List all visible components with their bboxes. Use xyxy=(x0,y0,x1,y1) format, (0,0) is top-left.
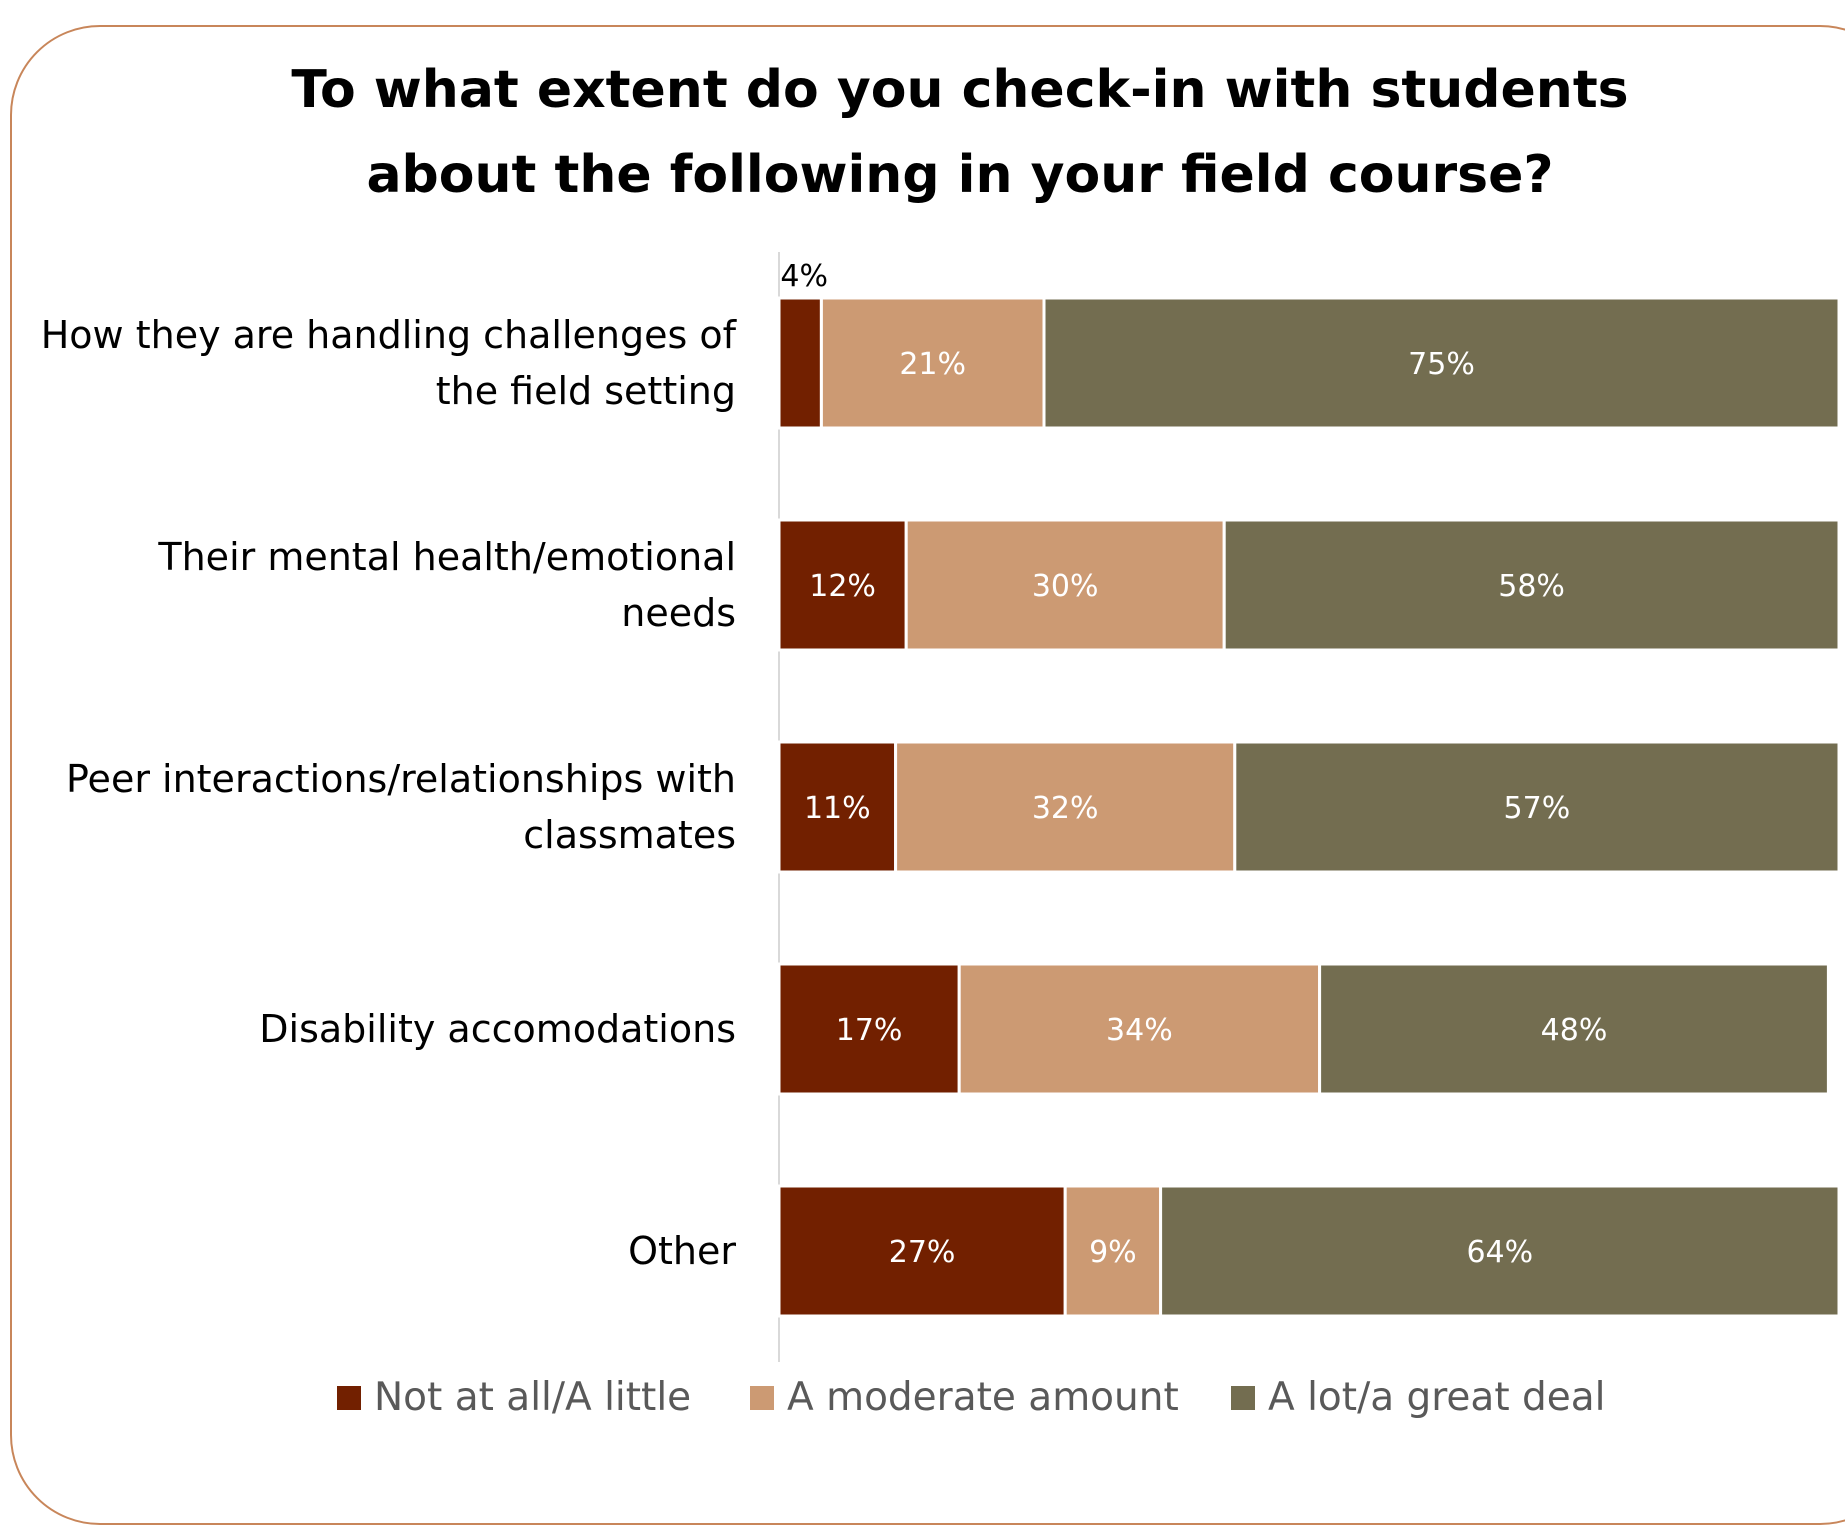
legend-swatch xyxy=(1231,1386,1255,1410)
category-label: Peer interactions/relationships with clas… xyxy=(66,757,736,857)
data-label: 34% xyxy=(1106,1013,1173,1048)
legend: Not at all/A little A moderate amount A lo… xyxy=(337,1375,1606,1420)
bar-segment xyxy=(894,740,1237,874)
bar-segment xyxy=(1159,1184,1841,1318)
bar-segment xyxy=(1042,296,1841,430)
bar-segment xyxy=(957,962,1322,1096)
bar-segment xyxy=(777,1184,1067,1318)
data-label: 30% xyxy=(1032,569,1099,604)
bar-segment xyxy=(777,740,898,874)
bar-segment xyxy=(777,296,823,430)
data-label: 32% xyxy=(1032,791,1099,826)
category-label: Their mental health/emotional needs xyxy=(157,535,736,635)
chart-title-line-2: about the following in your field course… xyxy=(366,145,1553,205)
data-label: 21% xyxy=(899,347,966,382)
bar-segment xyxy=(777,518,908,652)
bar-segment xyxy=(1233,740,1841,874)
category-labels: How they are handling challenges of the f… xyxy=(41,313,738,1273)
data-label: 64% xyxy=(1466,1235,1533,1270)
chart-title-line-1: To what extent do you check-in with stud… xyxy=(291,60,1628,120)
legend-label: A lot/a great deal xyxy=(1268,1375,1606,1420)
data-label: 57% xyxy=(1504,791,1571,826)
data-label: 75% xyxy=(1408,347,1475,382)
legend-label: A moderate amount xyxy=(787,1375,1179,1420)
category-label: How they are handling challenges of the f… xyxy=(41,313,738,413)
category-label: Disability accomodations xyxy=(259,1007,736,1051)
legend-swatch xyxy=(750,1386,774,1410)
stacked-bar-chart: To what extent do you check-in with stud… xyxy=(41,60,1841,1420)
data-label: 12% xyxy=(809,569,876,604)
legend-swatch xyxy=(337,1386,361,1410)
chart-title: To what extent do you check-in with stud… xyxy=(291,60,1628,205)
data-label: 17% xyxy=(836,1013,903,1048)
data-label: 58% xyxy=(1498,569,1565,604)
data-label: 27% xyxy=(889,1235,956,1270)
bar-segment xyxy=(1222,518,1841,652)
bar-segment xyxy=(819,296,1046,430)
bar-segment xyxy=(904,518,1226,652)
category-label: Other xyxy=(628,1229,736,1273)
legend-label: Not at all/A little xyxy=(374,1375,691,1420)
data-label: 11% xyxy=(804,791,871,826)
bar-segment xyxy=(777,962,961,1096)
bar-segment xyxy=(1318,962,1830,1096)
bars-group: 4% 21% 75% 12% 30% 58% 11% 32% 57% 17% 34% 48% 27% 9%… xyxy=(777,259,1841,1318)
data-label: 9% xyxy=(1089,1235,1137,1270)
data-label: 4% xyxy=(780,259,828,294)
data-label: 48% xyxy=(1541,1013,1608,1048)
